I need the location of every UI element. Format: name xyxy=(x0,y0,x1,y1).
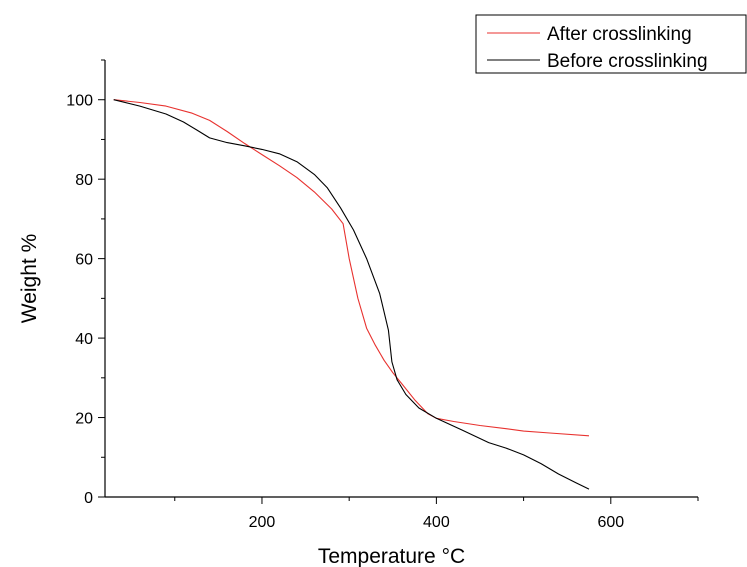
legend-label-before-crosslinking: Before crosslinking xyxy=(547,51,708,72)
legend-label-after-crosslinking: After crosslinking xyxy=(547,24,692,45)
legend-box xyxy=(475,14,747,74)
series-line-before-crosslinking xyxy=(113,99,590,490)
y-tick-label: 100 xyxy=(66,93,93,110)
legend: After crosslinking Before crosslinking xyxy=(475,14,747,74)
y-tick-label: 40 xyxy=(75,331,93,348)
y-tick-label: 80 xyxy=(75,172,93,189)
series-lines xyxy=(113,99,590,490)
x-tick-label: 200 xyxy=(249,514,276,531)
x-tick-label: 400 xyxy=(423,514,450,531)
y-tick-label: 20 xyxy=(75,411,93,428)
x-axis-title: Temperature °C xyxy=(318,545,465,567)
y-axis-title: Weight % xyxy=(18,234,41,324)
axis-ticks: 200 400 600 0 20 40 60 80 100 xyxy=(66,59,699,531)
series-line-after-crosslinking xyxy=(113,99,590,437)
y-tick-label: 60 xyxy=(75,252,93,269)
y-tick-label: 0 xyxy=(84,490,93,507)
x-tick-label: 600 xyxy=(597,514,624,531)
axes xyxy=(104,60,698,498)
